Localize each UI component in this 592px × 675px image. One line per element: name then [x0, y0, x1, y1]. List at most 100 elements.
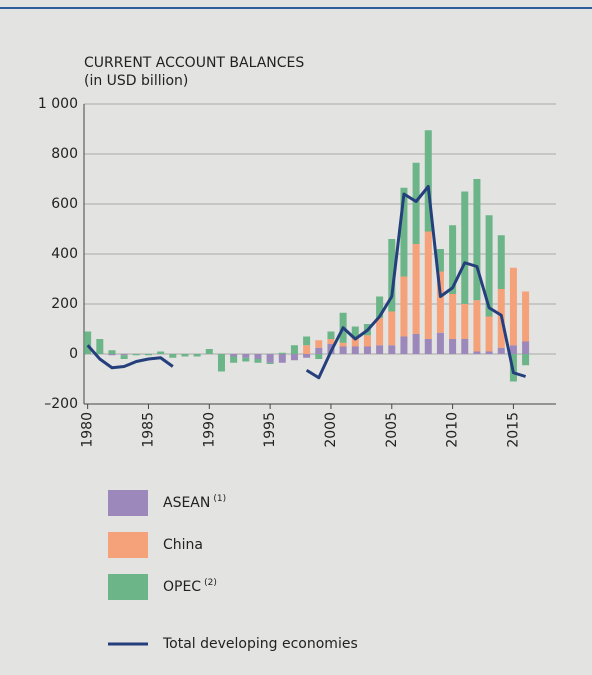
- bar-segment: [497, 347, 505, 354]
- bar-segment: [461, 191, 469, 304]
- bar-segment: [363, 335, 371, 347]
- bar-segment: [254, 354, 262, 359]
- legend-footnote: (2): [204, 578, 217, 588]
- bar-segment: [473, 351, 481, 354]
- bar-segment: [363, 346, 371, 354]
- bar-segment: [388, 239, 396, 312]
- bar-segment: [315, 340, 323, 348]
- legend-label: OPEC (2): [163, 578, 217, 596]
- y-tick-label: 800: [51, 146, 78, 162]
- bar-segment: [351, 337, 359, 347]
- bar-segment: [522, 341, 530, 354]
- bar-segment: [424, 231, 432, 339]
- y-tick-label: 0: [69, 346, 78, 362]
- bar-segment: [412, 244, 420, 334]
- bar-segment: [485, 351, 493, 354]
- bar-segment: [424, 339, 432, 354]
- bar-segment: [436, 271, 444, 333]
- x-tick-label: 2010: [445, 412, 461, 448]
- bar-segment: [522, 291, 530, 342]
- x-tick-label: 1985: [140, 412, 156, 448]
- bar-segment: [290, 354, 298, 361]
- bar-segment: [522, 354, 530, 366]
- bar-segment: [303, 345, 311, 354]
- bar-segment: [193, 354, 201, 357]
- legend-label: China: [163, 537, 203, 553]
- bar-segment: [266, 354, 274, 363]
- bar-segment: [96, 339, 104, 354]
- top-rule: [0, 7, 592, 9]
- bar-segment: [132, 354, 140, 356]
- bar-segment: [449, 225, 457, 294]
- bar-segment: [412, 334, 420, 354]
- legend-name: China: [163, 537, 203, 553]
- bar-segment: [254, 359, 262, 363]
- bar-segment: [497, 235, 505, 289]
- total-line: [86, 185, 527, 380]
- bar-segment: [339, 342, 347, 347]
- bar-segment: [303, 336, 311, 346]
- x-tick-label: 1995: [262, 412, 278, 448]
- bar-segment: [181, 354, 189, 357]
- x-tick-label: 2000: [323, 412, 339, 448]
- legend-swatch: [108, 490, 148, 516]
- bar-segment: [242, 354, 250, 358]
- bar-segment: [144, 354, 152, 356]
- bar-segment: [315, 347, 323, 354]
- bar-segment: [436, 332, 444, 354]
- bar-segment: [376, 296, 384, 318]
- bar-segment: [108, 354, 116, 356]
- y-tick-label: 400: [51, 246, 78, 262]
- bar-segment: [266, 362, 274, 364]
- chart-subtitle: (in USD billion): [84, 73, 188, 89]
- bar-segment: [400, 276, 408, 337]
- bar-segment: [84, 331, 92, 354]
- legend-name: ASEAN: [163, 495, 210, 511]
- legend-swatch: [108, 532, 148, 558]
- legend-name: Total developing economies: [162, 636, 358, 652]
- bar-segment: [412, 162, 420, 244]
- bar-segment: [339, 346, 347, 354]
- legend-label: Total developing economies: [162, 636, 358, 652]
- bar-segment: [436, 249, 444, 272]
- y-tick-label: 600: [51, 196, 78, 212]
- bar-segment: [169, 354, 177, 358]
- bar-segment: [473, 179, 481, 301]
- bar-segment: [327, 339, 335, 344]
- bar-segment: [351, 346, 359, 354]
- bar-segment: [303, 354, 311, 358]
- y-tick-label: 1 000: [38, 96, 78, 112]
- bar-segment: [485, 215, 493, 317]
- bar-segment: [230, 354, 238, 357]
- bar-segment: [217, 354, 225, 372]
- bar-segment: [242, 357, 250, 362]
- bar-segment: [461, 339, 469, 354]
- bar-segment: [473, 300, 481, 352]
- x-tick-label: 1980: [80, 412, 96, 448]
- y-tick-label: –200: [44, 396, 78, 412]
- bar-segment: [315, 354, 323, 359]
- x-tick-label: 2015: [505, 412, 521, 448]
- bar-segment: [376, 317, 384, 346]
- bar-segment: [290, 345, 298, 354]
- legend-name: OPEC: [163, 579, 201, 595]
- bar-segment: [230, 356, 238, 363]
- bar-segment: [400, 336, 408, 354]
- legend-swatch: [108, 574, 148, 600]
- bar-segment: [485, 316, 493, 352]
- bar-segment: [327, 331, 335, 339]
- bar-segment: [120, 355, 128, 359]
- y-tick-label: 200: [51, 296, 78, 312]
- bar-segment: [461, 304, 469, 339]
- bar-segment: [388, 345, 396, 354]
- bar-segment: [509, 267, 517, 346]
- chart-title: CURRENT ACCOUNT BALANCES: [84, 55, 304, 71]
- x-tick-label: 1990: [201, 412, 217, 448]
- bar-segment: [376, 345, 384, 354]
- legend-label: ASEAN (1): [163, 494, 226, 512]
- x-tick-label: 2005: [384, 412, 400, 448]
- bar-segment: [509, 345, 517, 354]
